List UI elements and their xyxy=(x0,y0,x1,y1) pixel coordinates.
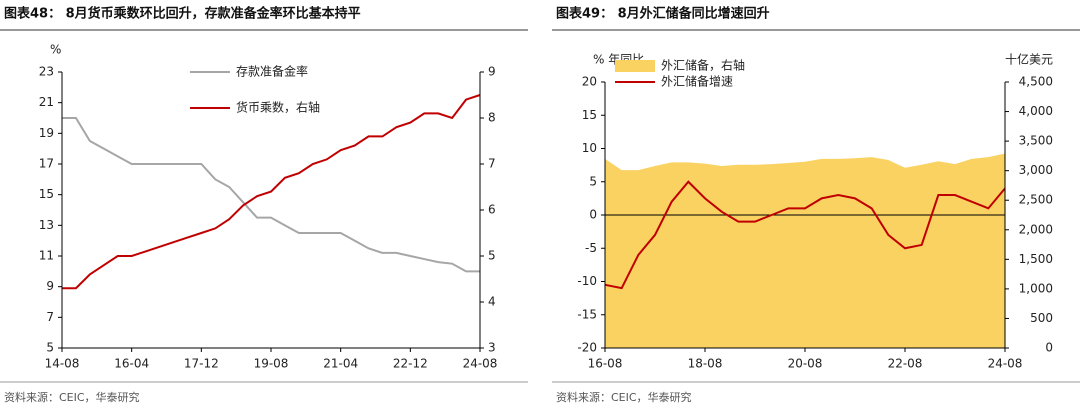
area xyxy=(605,153,1005,348)
y2-axis-label: 十亿美元 xyxy=(1005,52,1053,67)
y-tick-label: 19 xyxy=(39,126,54,140)
legend-label: 外汇储备，右轴 xyxy=(661,58,745,73)
x-tick-label: 22-12 xyxy=(393,357,428,371)
y2-tick-label: 7 xyxy=(488,157,496,171)
y-tick-label: 20 xyxy=(582,75,597,89)
y-tick-label: 5 xyxy=(589,174,597,188)
y2-tick-label: 4 xyxy=(488,295,496,309)
y2-tick-label: 2,500 xyxy=(1019,193,1053,207)
y-tick-label: 17 xyxy=(39,157,54,171)
y2-tick-label: 3,500 xyxy=(1019,134,1053,148)
y-tick-label: -15 xyxy=(577,307,597,321)
x-tick-label: 22-08 xyxy=(888,357,923,371)
x-tick-label: 16-08 xyxy=(588,357,623,371)
y2-tick-label: 6 xyxy=(488,203,496,217)
legend-label: 外汇储备增速 xyxy=(661,74,733,89)
source: 资料来源：CEIC，华泰研究 xyxy=(4,390,140,404)
y2-tick-label: 4,500 xyxy=(1019,75,1053,89)
y2-tick-label: 1,500 xyxy=(1019,252,1053,266)
chart-title: 图表48： 8月货币乘数环比回升，存款准备金率环比基本持平 xyxy=(4,6,361,22)
legend-swatch xyxy=(615,60,655,72)
y-tick-label: 15 xyxy=(39,187,54,201)
y-tick-label: 11 xyxy=(39,249,54,263)
line xyxy=(62,94,481,290)
x-tick-label: 18-08 xyxy=(688,357,723,371)
y-tick-label: 9 xyxy=(46,279,54,293)
x-tick-label: 24-08 xyxy=(988,357,1023,371)
y-axis-label: % xyxy=(50,43,61,57)
y2-tick-label: 9 xyxy=(488,65,496,79)
legend-label: 货币乘数，右轴 xyxy=(236,100,320,115)
y-tick-label: 23 xyxy=(39,65,54,79)
y2-tick-label: 2,000 xyxy=(1019,222,1053,236)
line xyxy=(604,180,1006,290)
y2-tick-label: 1,000 xyxy=(1019,281,1053,295)
source: 资料来源：CEIC，华泰研究 xyxy=(556,390,692,404)
y2-tick-label: 500 xyxy=(1030,311,1053,325)
x-tick-label: 16-04 xyxy=(114,357,149,371)
legend-label: 存款准备金率 xyxy=(236,64,308,79)
y-tick-label: -10 xyxy=(577,274,597,288)
y2-tick-label: 4,000 xyxy=(1019,104,1053,118)
y2-tick-label: 0 xyxy=(1045,341,1053,355)
chart-title: 图表49： 8月外汇储备同比增速回升 xyxy=(556,6,770,22)
y-tick-label: -5 xyxy=(585,241,597,255)
y2-tick-label: 3 xyxy=(488,341,496,355)
line xyxy=(62,117,480,273)
x-tick-label: 14-08 xyxy=(45,357,80,371)
y-tick-label: 7 xyxy=(46,310,54,324)
y-tick-label: 21 xyxy=(39,95,54,109)
x-tick-label: 19-08 xyxy=(254,357,289,371)
y-tick-label: 5 xyxy=(46,341,54,355)
y-tick-label: 10 xyxy=(582,141,597,155)
y2-tick-label: 8 xyxy=(488,111,496,125)
x-tick-label: 17-12 xyxy=(184,357,219,371)
x-tick-label: 21-04 xyxy=(323,357,358,371)
y2-tick-label: 5 xyxy=(488,249,496,263)
y-tick-label: 13 xyxy=(39,218,54,232)
x-tick-label: 20-08 xyxy=(788,357,823,371)
y2-tick-label: 3,000 xyxy=(1019,163,1053,177)
y-tick-label: 15 xyxy=(582,108,597,122)
y-tick-label: 0 xyxy=(589,208,597,222)
y-tick-label: -20 xyxy=(577,341,597,355)
x-tick-label: 24-08 xyxy=(463,357,498,371)
